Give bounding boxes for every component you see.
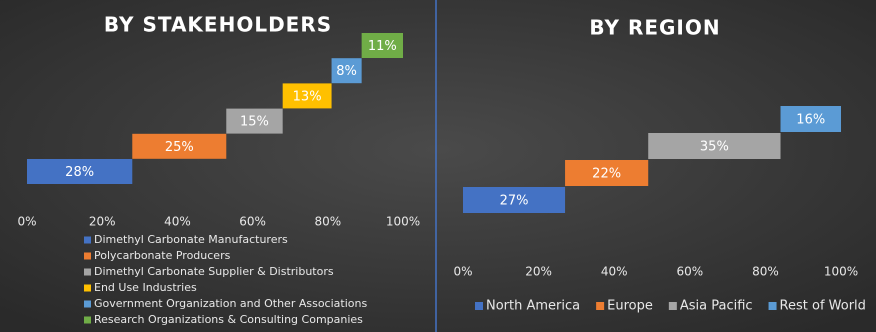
data-label: 11% [368, 39, 397, 54]
data-label: 25% [165, 140, 194, 155]
bar [132, 133, 227, 159]
x-tick-label: 40% [164, 215, 191, 229]
bar [780, 106, 841, 132]
data-label: 35% [700, 140, 729, 155]
legend-label: Asia Pacific [680, 299, 753, 314]
bar [226, 108, 283, 134]
legend-label: North America [486, 299, 580, 314]
legend-swatch [84, 268, 91, 276]
legend-swatch [84, 300, 91, 308]
x-tick-label: 20% [525, 265, 552, 279]
data-label: 13% [293, 89, 322, 104]
data-label: 22% [592, 167, 621, 182]
bar [331, 58, 362, 84]
data-label: 8% [336, 64, 357, 79]
legend-swatch [84, 252, 91, 260]
x-tick-label: 0% [453, 265, 472, 279]
legend-swatch [84, 236, 91, 244]
legend-swatch [668, 302, 677, 310]
legend-label: Government Organization and Other Associ… [94, 297, 367, 310]
legend-label: Research Organizations & Consulting Comp… [94, 313, 363, 326]
legend-swatch [84, 316, 91, 324]
legend-label: End Use Industries [94, 281, 197, 294]
chart-title: BY STAKEHOLDERS [104, 13, 332, 37]
data-label: 28% [65, 165, 94, 180]
legend-label: Europe [607, 299, 653, 314]
bar [463, 187, 566, 213]
legend-swatch [84, 284, 91, 292]
legend-label: Dimethyl Carbonate Supplier & Distributo… [94, 265, 334, 278]
bar [361, 33, 403, 58]
legend-label: Rest of World [780, 299, 866, 314]
bar [565, 160, 649, 186]
bar [27, 159, 133, 184]
data-label: 16% [796, 113, 825, 128]
legend-swatch [596, 302, 605, 310]
x-tick-label: 100% [386, 215, 420, 229]
x-tick-label: 80% [752, 265, 779, 279]
legend-label: Polycarbonate Producers [94, 249, 231, 262]
x-tick-label: 60% [239, 215, 266, 229]
x-tick-label: 0% [17, 215, 36, 229]
chart-title: BY REGION [589, 16, 720, 40]
data-label: 15% [240, 115, 269, 130]
x-tick-label: 60% [676, 265, 703, 279]
data-label: 27% [500, 194, 529, 209]
legend-swatch [475, 302, 483, 310]
x-tick-label: 40% [601, 265, 628, 279]
x-tick-label: 80% [314, 215, 341, 229]
x-tick-label: 20% [89, 215, 116, 229]
legend-swatch [768, 302, 777, 310]
bar [282, 83, 332, 109]
bar [648, 133, 781, 159]
legend-label: Dimethyl Carbonate Manufacturers [94, 233, 288, 246]
x-tick-label: 100% [824, 265, 858, 279]
